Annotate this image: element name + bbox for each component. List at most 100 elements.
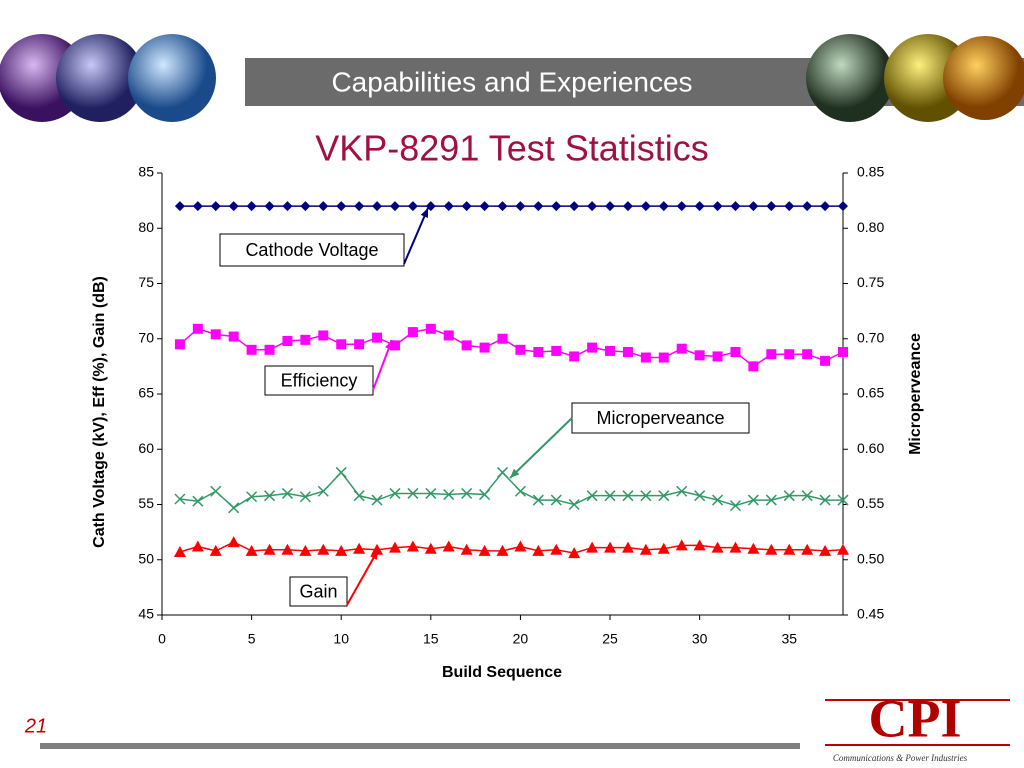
slide-header: Capabilities and Experiences — [331, 66, 692, 97]
marker — [336, 339, 347, 350]
callout-box — [571, 402, 750, 434]
marker — [820, 201, 831, 212]
marker — [479, 489, 491, 501]
marker — [407, 487, 419, 499]
marker — [819, 544, 832, 556]
marker — [353, 490, 365, 502]
marker — [300, 334, 311, 345]
y-tick-label: 60 — [138, 440, 154, 456]
y2-tick-label: 0.80 — [857, 219, 884, 235]
marker — [622, 490, 634, 502]
x-tick-label: 10 — [333, 631, 349, 647]
marker — [802, 201, 813, 212]
marker — [533, 347, 544, 358]
y-tick-label: 75 — [138, 274, 154, 290]
y2-tick-label: 0.55 — [857, 495, 884, 511]
marker — [604, 490, 616, 502]
marker — [246, 201, 257, 212]
marker — [766, 201, 777, 212]
marker — [354, 339, 365, 350]
callout-arrowhead — [510, 468, 520, 478]
marker — [443, 330, 454, 341]
callout-label: Cathode Voltage — [245, 240, 378, 260]
marker — [281, 487, 293, 499]
callout-arrowhead — [420, 208, 428, 218]
marker — [388, 541, 401, 553]
marker — [336, 201, 347, 212]
marker — [174, 339, 185, 350]
marker — [192, 323, 203, 334]
marker — [228, 502, 240, 514]
marker — [282, 335, 293, 346]
marker — [210, 201, 221, 212]
marker — [586, 490, 598, 502]
marker — [372, 201, 383, 212]
marker — [676, 201, 687, 212]
marker — [837, 494, 849, 506]
marker — [371, 543, 384, 555]
marker — [748, 201, 759, 212]
y-tick-label: 45 — [138, 606, 154, 622]
marker — [676, 485, 688, 497]
marker — [173, 546, 186, 558]
marker — [711, 541, 724, 553]
series-line — [179, 327, 844, 368]
marker — [461, 487, 473, 499]
marker — [551, 201, 562, 212]
marker — [497, 201, 508, 212]
marker — [478, 544, 491, 556]
y-tick-label: 50 — [138, 550, 154, 566]
marker — [335, 466, 347, 478]
marker — [389, 340, 400, 351]
marker — [622, 201, 633, 212]
marker — [838, 201, 848, 212]
marker — [640, 490, 652, 502]
marker — [425, 487, 437, 499]
marker — [317, 485, 329, 497]
series-line — [179, 541, 844, 554]
marker — [838, 347, 848, 358]
x-tick-label: 25 — [602, 631, 618, 647]
marker — [801, 543, 814, 555]
marker — [639, 543, 652, 555]
y2-tick-label: 0.50 — [857, 550, 884, 566]
marker — [587, 201, 598, 212]
marker — [282, 201, 293, 212]
marker — [748, 361, 759, 372]
marker — [281, 543, 294, 555]
marker — [496, 544, 509, 556]
callout-arrow — [509, 417, 573, 479]
marker — [729, 500, 742, 512]
callout-arrow — [403, 207, 429, 265]
y2-tick-label: 0.60 — [857, 440, 884, 456]
x-tick-label: 15 — [423, 631, 439, 647]
marker — [532, 544, 545, 556]
globe — [943, 36, 1024, 120]
marker — [622, 347, 633, 358]
marker — [693, 539, 706, 551]
marker — [264, 344, 275, 355]
callout-arrowhead — [370, 550, 378, 560]
marker — [192, 201, 203, 212]
marker — [729, 541, 742, 553]
marker — [318, 330, 329, 341]
marker — [730, 347, 741, 358]
marker — [372, 332, 383, 343]
marker — [263, 543, 276, 555]
marker — [657, 542, 670, 554]
marker — [245, 544, 258, 556]
marker — [533, 201, 544, 212]
marker — [263, 490, 276, 502]
logo-text: CPI — [869, 688, 962, 748]
marker — [371, 494, 383, 506]
page-number: 21 — [24, 715, 47, 737]
y-tick-label: 65 — [138, 385, 154, 401]
marker — [424, 542, 437, 554]
marker — [479, 201, 490, 212]
marker — [640, 201, 651, 212]
marker — [228, 331, 239, 342]
callout-label: Gain — [299, 581, 337, 601]
marker — [568, 498, 580, 511]
marker — [550, 494, 562, 506]
callout-arrowhead — [385, 340, 393, 350]
